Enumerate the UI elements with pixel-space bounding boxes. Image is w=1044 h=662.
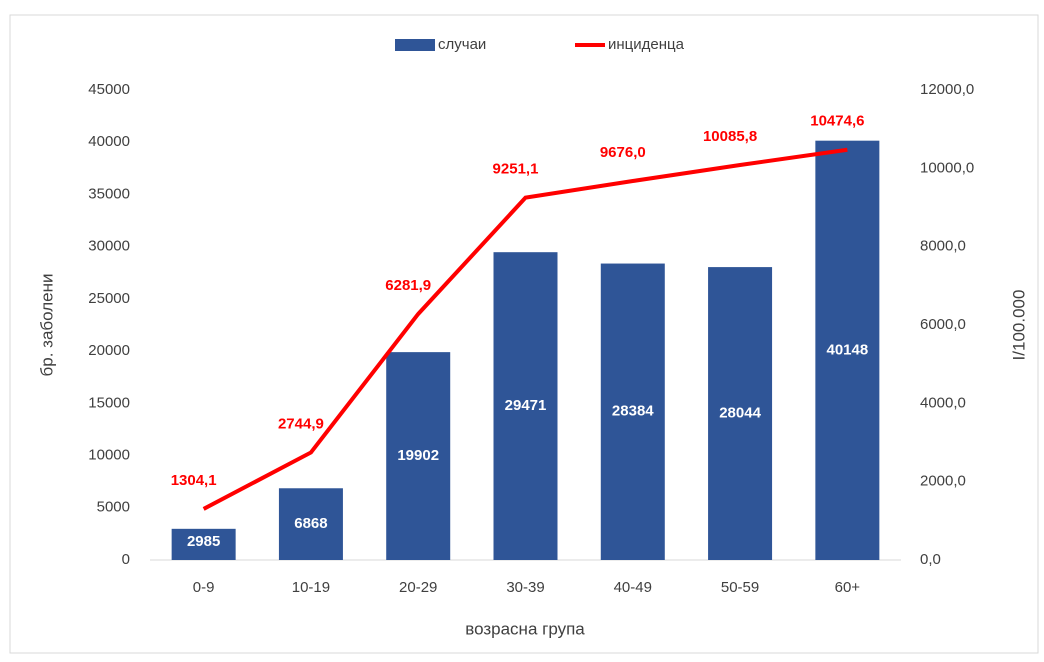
x-tick-label: 30-39	[506, 579, 544, 596]
bar	[493, 252, 558, 560]
y2-tick-label: 6000,0	[920, 316, 966, 333]
x-tick-label: 60+	[835, 579, 861, 596]
line-value-label: 2744,9	[278, 415, 324, 432]
x-axis-title: возрасна група	[465, 619, 585, 638]
bar-value-label: 2985	[187, 533, 220, 550]
y2-tick-label: 4000,0	[920, 394, 966, 411]
line	[202, 147, 848, 511]
y2-tick-label: 12000,0	[920, 81, 974, 98]
y-tick-label: 0	[122, 551, 130, 568]
bar	[171, 528, 236, 560]
y2-tick-label: 8000,0	[920, 238, 966, 255]
x-tick-label: 20-29	[399, 579, 437, 596]
y2-tick-label: 10000,0	[920, 159, 974, 176]
y-tick-label: 15000	[88, 394, 130, 411]
bar-value-label: 6868	[294, 515, 327, 532]
x-tick-label: 0-9	[193, 579, 215, 596]
x-tick-label: 40-49	[614, 579, 652, 596]
line-value-label: 1304,1	[171, 472, 217, 489]
bar-value-label: 40148	[826, 341, 868, 358]
bar-value-label: 28044	[719, 405, 761, 422]
y-tick-label: 20000	[88, 342, 130, 359]
bar-value-label: 29471	[505, 397, 547, 414]
y2-tick-label: 2000,0	[920, 473, 966, 490]
legend-swatch	[395, 39, 435, 51]
line-value-label: 9676,0	[600, 144, 646, 161]
line-value-label: 10085,8	[703, 128, 757, 145]
y-tick-label: 40000	[88, 133, 130, 150]
bar	[708, 267, 773, 560]
bar	[815, 140, 880, 560]
y2-tick-label: 0,0	[920, 551, 941, 568]
x-tick-label: 10-19	[292, 579, 330, 596]
bar-value-label: 28384	[612, 403, 654, 420]
y-tick-label: 10000	[88, 447, 130, 464]
legend-label: случаи	[438, 36, 486, 53]
bar	[386, 352, 451, 560]
legend-label: инциденца	[608, 36, 685, 53]
y-tick-label: 30000	[88, 238, 130, 255]
y-tick-label: 5000	[97, 499, 130, 516]
bar	[600, 263, 665, 560]
bar-value-label: 19902	[397, 447, 439, 464]
line-value-label: 10474,6	[810, 113, 864, 130]
y-axis-title: бр. заболени	[37, 274, 56, 377]
bar	[278, 488, 343, 560]
line-value-label: 9251,1	[493, 161, 539, 178]
y-tick-label: 35000	[88, 185, 130, 202]
x-tick-label: 50-59	[721, 579, 759, 596]
y-tick-label: 25000	[88, 290, 130, 307]
line-value-label: 6281,9	[385, 277, 431, 294]
y2-axis-title: I/100.000	[1009, 290, 1028, 361]
y-tick-label: 45000	[88, 81, 130, 98]
